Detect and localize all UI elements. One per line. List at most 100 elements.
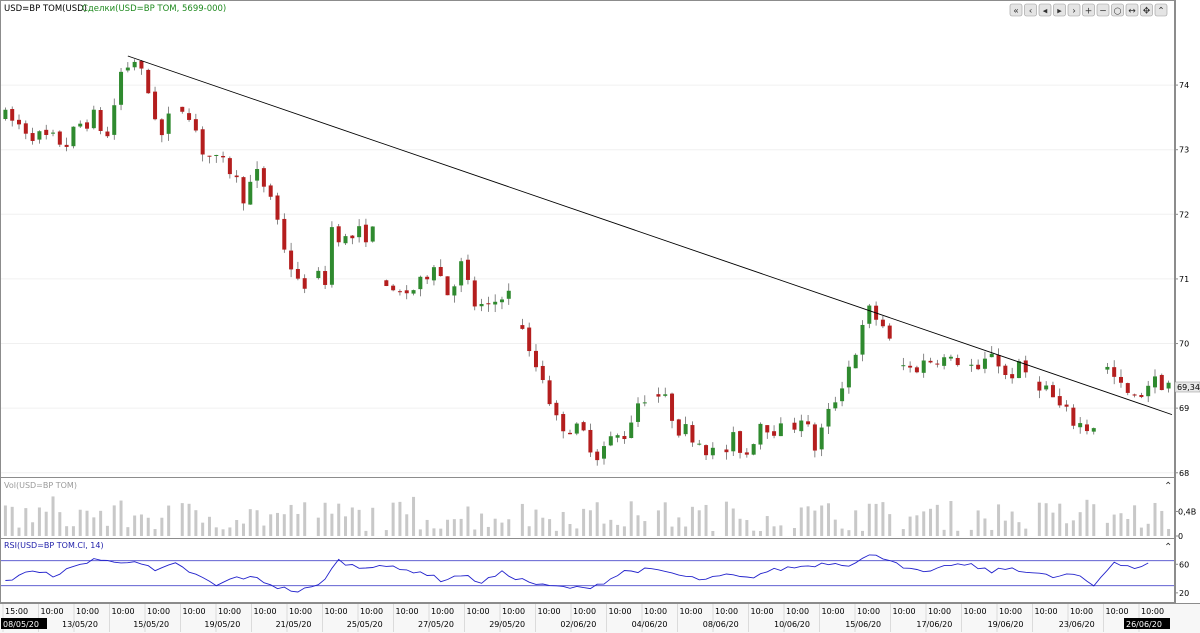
volume-bar (1044, 503, 1048, 536)
button-frame (1096, 3, 1110, 17)
candle-body (472, 280, 477, 307)
candle-body (261, 168, 266, 187)
candle (982, 351, 987, 374)
volume-bar (126, 527, 130, 536)
date-tick-label: 15/06/20 (845, 620, 881, 629)
volume-tick-label: 0,4B (1178, 507, 1196, 516)
volume-bar (820, 505, 824, 536)
volume-bar (582, 508, 586, 536)
volume-bar (446, 519, 450, 536)
candle (119, 67, 124, 111)
candle-body (663, 394, 668, 396)
date-tick: 25/05/20 (347, 620, 383, 629)
candle-body (819, 427, 824, 450)
candle (1105, 363, 1110, 374)
first-button[interactable]: « (1009, 3, 1023, 17)
volume-bar (758, 531, 762, 536)
zoom-in-button[interactable]: + (1082, 3, 1095, 17)
candle-body (1125, 383, 1130, 393)
candle-body (1003, 365, 1008, 376)
date-tick-label: 08/05/20 (3, 620, 39, 629)
last-price-label: 69,34 (1177, 383, 1200, 392)
rsi-collapse-button[interactable]: ⌃ (1163, 541, 1172, 553)
zoom-reset-button[interactable]: ○ (1111, 3, 1124, 17)
candle-body (397, 291, 402, 293)
candle (880, 315, 885, 329)
prev-icon: ◂ (1043, 7, 1048, 17)
volume-bar (1010, 511, 1014, 536)
volume-bar (412, 496, 416, 536)
date-tick-label: 27/05/20 (418, 620, 454, 629)
date-tick: 29/05/20 (489, 620, 525, 629)
volume-bar (357, 509, 361, 536)
move-button[interactable]: ✥ (1140, 3, 1153, 17)
volume-bar (1167, 528, 1171, 536)
volume-bar (840, 528, 844, 536)
candle-body (132, 61, 137, 68)
candle-body (1010, 374, 1015, 379)
volume-bar (1037, 502, 1041, 536)
time-tick-label: 10:00 (467, 607, 490, 616)
candle (826, 403, 831, 435)
candle (1003, 363, 1008, 380)
volume-bar (629, 501, 633, 536)
move-icon: ✥ (1143, 7, 1151, 17)
prev-page-button[interactable]: ‹ (1024, 3, 1037, 17)
candle-body (248, 181, 253, 205)
candle (642, 395, 647, 407)
candle (207, 155, 212, 164)
candle-body (411, 290, 416, 294)
candle (193, 113, 198, 133)
candle (765, 425, 770, 439)
candle-body (1159, 374, 1164, 391)
prev-button[interactable]: ◂ (1038, 3, 1052, 17)
candle-body (404, 290, 409, 294)
candle (57, 130, 62, 147)
candle-body (690, 425, 695, 443)
candle (3, 107, 8, 121)
volume-bar (296, 513, 300, 536)
candle (955, 354, 960, 367)
candle-body (670, 393, 675, 421)
candle-body (57, 131, 62, 145)
volume-bar (500, 522, 504, 536)
time-tick-label: 10:00 (396, 607, 419, 616)
volume-bar (194, 510, 198, 536)
scroll-up-button[interactable]: ⌃ (1154, 3, 1168, 17)
last-price-box (1174, 381, 1200, 393)
candle (758, 422, 763, 450)
candle (125, 62, 130, 73)
volume-bar (541, 517, 545, 536)
candle-body (778, 423, 783, 437)
candle-body (465, 259, 470, 280)
zoom-out-button[interactable]: − (1096, 3, 1110, 17)
volume-collapse-button[interactable]: ⌃ (1163, 480, 1172, 492)
volume-bar (1146, 523, 1150, 536)
fit-button[interactable]: ↔ (1125, 3, 1139, 17)
time-tick-label: 10:00 (112, 607, 135, 616)
candle (1125, 382, 1130, 396)
candle-body (1091, 428, 1096, 432)
volume-bar (330, 513, 334, 536)
prev-page-icon: ‹ (1029, 7, 1033, 17)
next-button[interactable]: ▸ (1053, 3, 1066, 17)
volume-bar (983, 518, 987, 536)
candle-body (71, 126, 76, 147)
candle (1037, 376, 1042, 399)
volume-bar (881, 502, 885, 536)
volume-bar (262, 525, 266, 536)
button-frame (1154, 3, 1168, 17)
date-tick-label: 23/06/20 (1059, 620, 1095, 629)
candle (751, 443, 756, 456)
date-tick-label: 26/06/20 (1126, 620, 1162, 629)
candle-body (384, 280, 389, 287)
time-tick-label: 10:00 (360, 607, 383, 616)
volume-bar (507, 519, 511, 536)
candle-body (622, 435, 627, 440)
next-page-button[interactable]: › (1067, 3, 1081, 17)
candle (969, 358, 974, 372)
volume-bar (1085, 499, 1089, 536)
symbol-title: USD=BP TOM(USD) (4, 4, 87, 14)
rsi-layer (1, 554, 1174, 593)
volume-bar (146, 517, 150, 536)
